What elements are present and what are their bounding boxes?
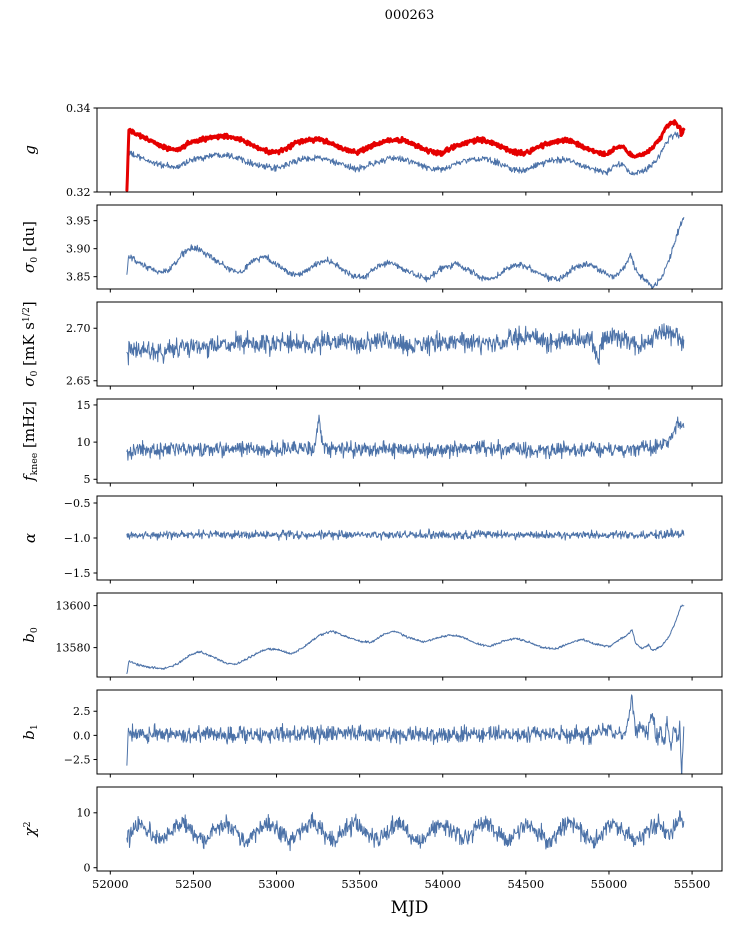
y-tick-label: 3.90 bbox=[66, 243, 91, 256]
x-tick-label: 52500 bbox=[175, 877, 212, 891]
x-tick-label: 55000 bbox=[591, 877, 628, 891]
series-fknee bbox=[126, 414, 685, 461]
y-tick-label: 2.70 bbox=[66, 322, 91, 335]
figure-title: 000263 bbox=[384, 8, 435, 23]
panel-b1: −2.5 0.0 2.5 bbox=[64, 689, 723, 778]
panel-fknee: 5 10 15 bbox=[77, 398, 723, 487]
y-tick-label: 2.5 bbox=[73, 705, 91, 718]
y-axis-label-fknee: fknee [mHz] bbox=[19, 401, 41, 481]
series-alpha bbox=[126, 527, 685, 541]
y-axis-label-b1: b1 bbox=[19, 724, 41, 740]
series-g-baseline bbox=[126, 131, 685, 176]
y-tick-label: 0.34 bbox=[66, 102, 91, 115]
panel-sigma0-du: 3.85 3.90 3.95 bbox=[66, 204, 723, 293]
axes-frame-sigma0-du bbox=[96, 204, 723, 290]
y-tick-label: −1.0 bbox=[64, 532, 91, 545]
y-tick-label: 10 bbox=[77, 436, 91, 449]
y-axis-label-sigma0-du: σ0 [du] bbox=[19, 221, 41, 273]
panel-g: 0.32 0.34 bbox=[66, 102, 723, 199]
axes-frame-g bbox=[96, 107, 723, 193]
y-axis-label-b0: b0 bbox=[19, 627, 41, 643]
panel-sigma0-mk: 2.65 2.70 bbox=[66, 301, 723, 390]
series-b1 bbox=[126, 694, 685, 774]
axes-frame-b0 bbox=[96, 592, 723, 678]
y-tick-label: 5 bbox=[84, 473, 91, 486]
x-tick-label: 53000 bbox=[258, 877, 295, 891]
series-chi2 bbox=[126, 810, 685, 852]
y-axis-label-alpha: α bbox=[21, 532, 39, 544]
y-axis-label-sigma0-mk: σ0 [mK s1/2] bbox=[19, 301, 41, 387]
y-axis-label-g: g bbox=[21, 145, 39, 155]
x-tick-label: 55500 bbox=[674, 877, 711, 891]
panel-alpha: −0.5 −1.0 −1.5 bbox=[64, 495, 723, 584]
panel-chi2: 0 10 52000 52500 53000 53500 54000 54500 55000 55… bbox=[77, 786, 723, 891]
x-tick-label: 52000 bbox=[92, 877, 129, 891]
x-tick-label: 53500 bbox=[341, 877, 378, 891]
series-g-highlight bbox=[125, 119, 686, 192]
y-tick-label: 10 bbox=[77, 807, 91, 820]
panel-b0: 13580 13600 bbox=[56, 592, 723, 681]
y-tick-label: 15 bbox=[77, 399, 91, 412]
y-tick-label: 3.95 bbox=[66, 215, 91, 228]
x-tick-label: 54000 bbox=[424, 877, 461, 891]
series-b0 bbox=[126, 604, 685, 675]
y-tick-label: −0.5 bbox=[64, 497, 91, 510]
axes-frame-fknee bbox=[96, 398, 723, 484]
y-tick-label: 2.65 bbox=[66, 375, 91, 388]
series-sigma0-mk bbox=[126, 323, 685, 366]
y-tick-label: −1.5 bbox=[64, 567, 91, 580]
y-axis-label-chi2: χ2 bbox=[21, 821, 39, 837]
y-tick-label: −2.5 bbox=[64, 753, 91, 766]
y-tick-label: 0 bbox=[84, 862, 91, 875]
axes-frame-b1 bbox=[96, 689, 723, 775]
axes-frame-sigma0-mk bbox=[96, 301, 723, 387]
x-axis-label: MJD bbox=[390, 898, 429, 918]
y-tick-label: 13580 bbox=[56, 642, 91, 655]
series-sigma0-du bbox=[126, 217, 685, 289]
axes-frame-chi2 bbox=[96, 786, 723, 872]
y-tick-label: 0.32 bbox=[66, 186, 91, 199]
y-tick-label: 0.0 bbox=[73, 729, 91, 742]
y-tick-label: 13600 bbox=[56, 600, 91, 613]
y-tick-label: 3.85 bbox=[66, 271, 91, 284]
x-tick-label: 54500 bbox=[508, 877, 545, 891]
